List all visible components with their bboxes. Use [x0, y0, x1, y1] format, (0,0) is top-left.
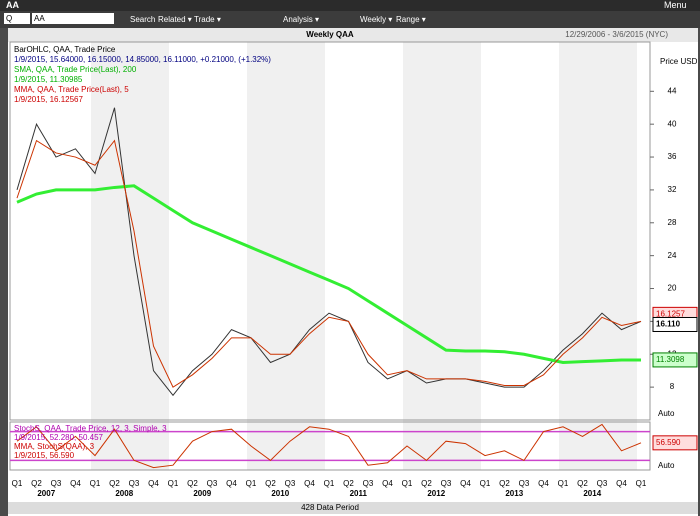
symbol-type[interactable]: Q — [4, 13, 30, 24]
x-tick-label: Q2 — [187, 479, 198, 488]
price-badge-text: 11.3098 — [656, 355, 685, 364]
x-tick-label: Q2 — [31, 479, 42, 488]
x-tick-label: Q4 — [148, 479, 159, 488]
y-tick-label: 40 — [668, 119, 677, 128]
auto-label: Auto — [658, 409, 675, 418]
toolbar-button[interactable]: Related ▾ — [158, 15, 192, 24]
x-tick-label: Q3 — [285, 479, 296, 488]
toolbar: Q AA Search Related ▾ Trade ▾ Analysis ▾ Wee… — [0, 11, 700, 28]
price-badge-text: 16.110 — [656, 320, 681, 329]
y-tick-label: 20 — [668, 284, 677, 293]
x-tick-label: Q1 — [12, 479, 23, 488]
y-tick-label: 44 — [668, 86, 677, 95]
y-tick-label: 32 — [668, 185, 677, 194]
year-band — [91, 42, 169, 470]
x-tick-label: Q2 — [343, 479, 354, 488]
chart-title: Weekly QAA — [306, 30, 354, 39]
x-tick-label: Q1 — [558, 479, 569, 488]
toolbar-button[interactable]: Weekly ▾ — [360, 15, 393, 24]
toolbar-button[interactable]: Range ▾ — [396, 15, 426, 24]
x-tick-label: Q4 — [304, 479, 315, 488]
symbol-input[interactable]: AA — [32, 13, 114, 24]
menu[interactable]: Menu — [664, 0, 687, 10]
y-tick-label: 8 — [670, 382, 675, 391]
x-tick-label: Q3 — [129, 479, 140, 488]
x-tick-label: Q2 — [265, 479, 276, 488]
x-tick-label: Q1 — [480, 479, 491, 488]
x-tick-label: Q2 — [109, 479, 120, 488]
x-tick-label: Q4 — [226, 479, 237, 488]
year-band — [247, 42, 325, 470]
x-tick-label: Q1 — [636, 479, 647, 488]
series-line — [16, 107, 642, 397]
title-strip — [8, 28, 698, 42]
year-label: 2007 — [37, 489, 55, 498]
x-tick-label: Q1 — [402, 479, 413, 488]
legend-entry: 1/9/2015, 11.30985 — [14, 75, 83, 84]
x-tick-label: Q4 — [538, 479, 549, 488]
lower-frame — [9, 421, 651, 471]
year-label: 2009 — [193, 489, 211, 498]
year-label: 2012 — [427, 489, 445, 498]
x-tick-label: Q3 — [207, 479, 218, 488]
chart-subtitle: 12/29/2006 - 3/6/2015 (NYC) — [565, 30, 668, 39]
toolbar-button[interactable]: Analysis ▾ — [283, 15, 320, 24]
year-band — [403, 42, 481, 470]
series-line — [16, 139, 642, 388]
y-tick-label: 36 — [668, 152, 677, 161]
price-badge — [652, 316, 698, 332]
x-tick-label: Q3 — [51, 479, 62, 488]
x-tick-label: Q1 — [246, 479, 257, 488]
price-badge-text: 56.590 — [656, 438, 681, 447]
year-label: 2011 — [350, 489, 368, 498]
x-tick-label: Q1 — [168, 479, 179, 488]
window-title: AA — [6, 0, 19, 10]
x-tick-label: Q4 — [616, 479, 627, 488]
toolbar-button[interactable]: Search — [130, 15, 156, 24]
x-tick-label: Q2 — [499, 479, 510, 488]
price-badge — [652, 435, 698, 451]
x-tick-label: Q4 — [70, 479, 81, 488]
x-tick-label: Q3 — [519, 479, 530, 488]
legend-entry: 1/9/2015, 16.12567 — [14, 95, 84, 104]
x-tick-label: Q3 — [441, 479, 452, 488]
plot-frame — [9, 41, 651, 421]
legend-entry: StochS, QAA, Trade Price, 12, 3, Simple,… — [14, 424, 167, 433]
x-tick-label: Q2 — [577, 479, 588, 488]
year-label: 2013 — [505, 489, 523, 498]
x-tick-label: Q1 — [324, 479, 335, 488]
legend-entry: MMA, StochS(QAA), 3 — [14, 442, 95, 451]
footer-bar — [8, 502, 698, 514]
x-tick-label: Q4 — [382, 479, 393, 488]
footer: 428 Data Period — [301, 503, 359, 512]
legend-entry: 1/9/2015, 56.590 — [14, 451, 75, 460]
x-tick-label: Q3 — [363, 479, 374, 488]
series-line — [16, 423, 642, 469]
price-badge-text: 16.1257 — [656, 309, 685, 318]
auto-label: Auto — [658, 461, 675, 470]
legend-entry: BarOHLC, QAA, Trade Price — [14, 45, 116, 54]
y-axis-label: Price USD — [660, 57, 698, 66]
x-tick-label: Q3 — [597, 479, 608, 488]
legend-entry: SMA, QAA, Trade Price(Last), 200 — [14, 65, 137, 74]
legend-entry: 1/9/2015, 15.64000, 16.15000, 14.85000, … — [14, 55, 271, 64]
year-label: 2010 — [271, 489, 289, 498]
x-tick-label: Q2 — [421, 479, 432, 488]
price-badge — [652, 352, 698, 368]
x-tick-label: Q4 — [460, 479, 471, 488]
year-band — [559, 42, 637, 470]
year-label: 2008 — [115, 489, 133, 498]
year-label: 2014 — [583, 489, 601, 498]
x-tick-label: Q1 — [90, 479, 101, 488]
y-tick-label: 28 — [668, 218, 677, 227]
toolbar-button[interactable]: Trade ▾ — [194, 15, 221, 24]
legend-entry: 1/9/2015, 52.280, 50.457 — [14, 433, 104, 442]
y-tick-label: 24 — [668, 251, 677, 260]
title-bar: AA Menu — [0, 0, 700, 11]
legend-entry: MMA, QAA, Trade Price(Last), 5 — [14, 85, 129, 94]
series-line — [16, 184, 641, 364]
